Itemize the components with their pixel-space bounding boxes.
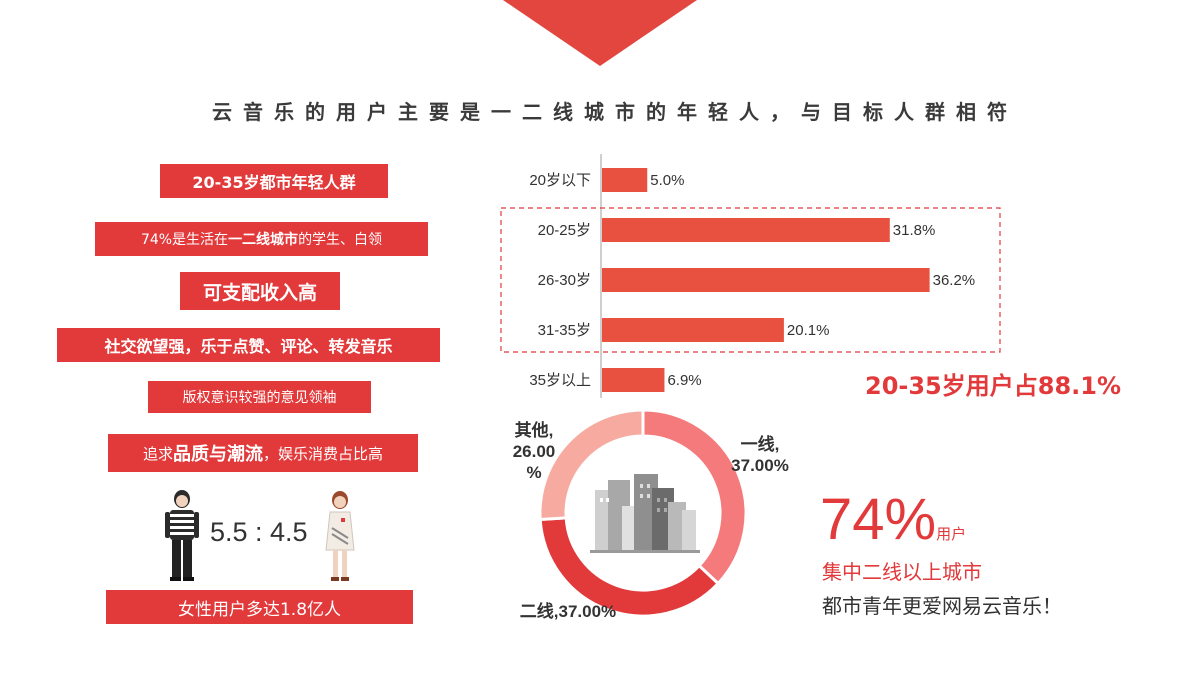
bar-value-label: 6.9% [667, 372, 701, 389]
age-bar [602, 318, 784, 342]
donut-slice-label: % [526, 463, 541, 482]
page-title: 云音乐的用户主要是一二线城市的年轻人，与目标人群相符 [212, 100, 1018, 124]
tag-copyright: 版权意识较强的意见领袖 [148, 381, 371, 413]
donut-slice-label: 其他, [515, 420, 554, 440]
pct-74-unit: 用户 [936, 526, 967, 543]
tag-tier-cities-pre: 74%是生活在 [140, 232, 229, 248]
donut-slice-label: 37.00% [731, 456, 789, 475]
tag-copyright-text: 版权意识较强的意见领袖 [182, 390, 337, 406]
city-donut-chart: 一线, 37.00% 二线,37.00% 其他, 26.00% [513, 408, 789, 621]
tag-tier-cities-bold: 一二线城市 [228, 232, 299, 248]
tag-disposable-income: 可支配收入高 [180, 272, 340, 310]
tag-quality-pre: 追求 [142, 444, 173, 463]
tag-social: 社交欲望强，乐于点赞、评论、转发音乐 [57, 328, 440, 362]
tag-female-users-text: 女性用户多达1.8亿人 [177, 599, 342, 620]
bar-category-label: 20-25岁 [538, 222, 591, 239]
bar-category-label: 26-30岁 [538, 272, 591, 289]
tag-young-urban: 20-35岁都市年轻人群 [160, 164, 388, 198]
tag-female-users: 女性用户多达1.8亿人 [106, 590, 413, 624]
pct-74-block: 74%用户 [820, 486, 966, 553]
summary-city-line: 集中二线以上城市 [822, 560, 982, 584]
tag-quality-bold: 品质与潮流 [173, 444, 263, 465]
tag-quality-post: ，娱乐消费占比高 [263, 444, 384, 463]
tag-quality: 追求 品质与潮流 ，娱乐消费占比高 [108, 434, 418, 472]
donut-slice-label: 26.00 [513, 442, 556, 461]
top-triangle-decoration [503, 0, 697, 66]
pct-74-number: 74% [820, 487, 937, 552]
age-bar [602, 368, 665, 392]
bar-category-label: 35岁以上 [529, 372, 591, 389]
highlight-box [500, 207, 1001, 353]
donut-slice [538, 408, 645, 522]
tag-tier-cities: 74%是生活在 一二线城市 的学生、白领 [95, 222, 428, 256]
bar-value-label: 31.8% [893, 222, 936, 239]
tag-tier-cities-post: 的学生、白领 [298, 232, 383, 248]
summary-slogan: 都市青年更爱网易云音乐！ [822, 594, 1062, 618]
bar-value-label: 36.2% [933, 272, 976, 289]
donut-slice-label: 二线,37.00% [520, 601, 616, 621]
donut-slice-label: 一线, [741, 434, 780, 454]
bar-category-label: 20岁以下 [529, 172, 591, 189]
bar-category-label: 31-35岁 [538, 322, 591, 339]
age-bar [602, 268, 930, 292]
bar-value-label: 5.0% [650, 172, 684, 189]
city-buildings-icon [590, 474, 700, 553]
tag-young-urban-text: 20-35岁都市年轻人群 [192, 173, 356, 192]
age-bar [602, 218, 890, 242]
tag-disposable-income-text: 可支配收入高 [202, 281, 317, 304]
age-bar-chart: 20岁以下 5.0% 20-25岁 31.8% 26-30岁 36.2% 31-35岁 20.… [500, 154, 1001, 398]
tag-social-text: 社交欲望强，乐于点赞、评论、转发音乐 [104, 337, 393, 356]
female-figure-icon [325, 491, 355, 581]
bar-value-label: 20.1% [787, 322, 830, 339]
male-figure-icon [165, 490, 199, 581]
age-bar [602, 168, 648, 192]
age-highlight-label: 20-35岁用户占88.1% [865, 372, 1122, 400]
gender-ratio: 5.5 : 4.5 [210, 517, 308, 547]
